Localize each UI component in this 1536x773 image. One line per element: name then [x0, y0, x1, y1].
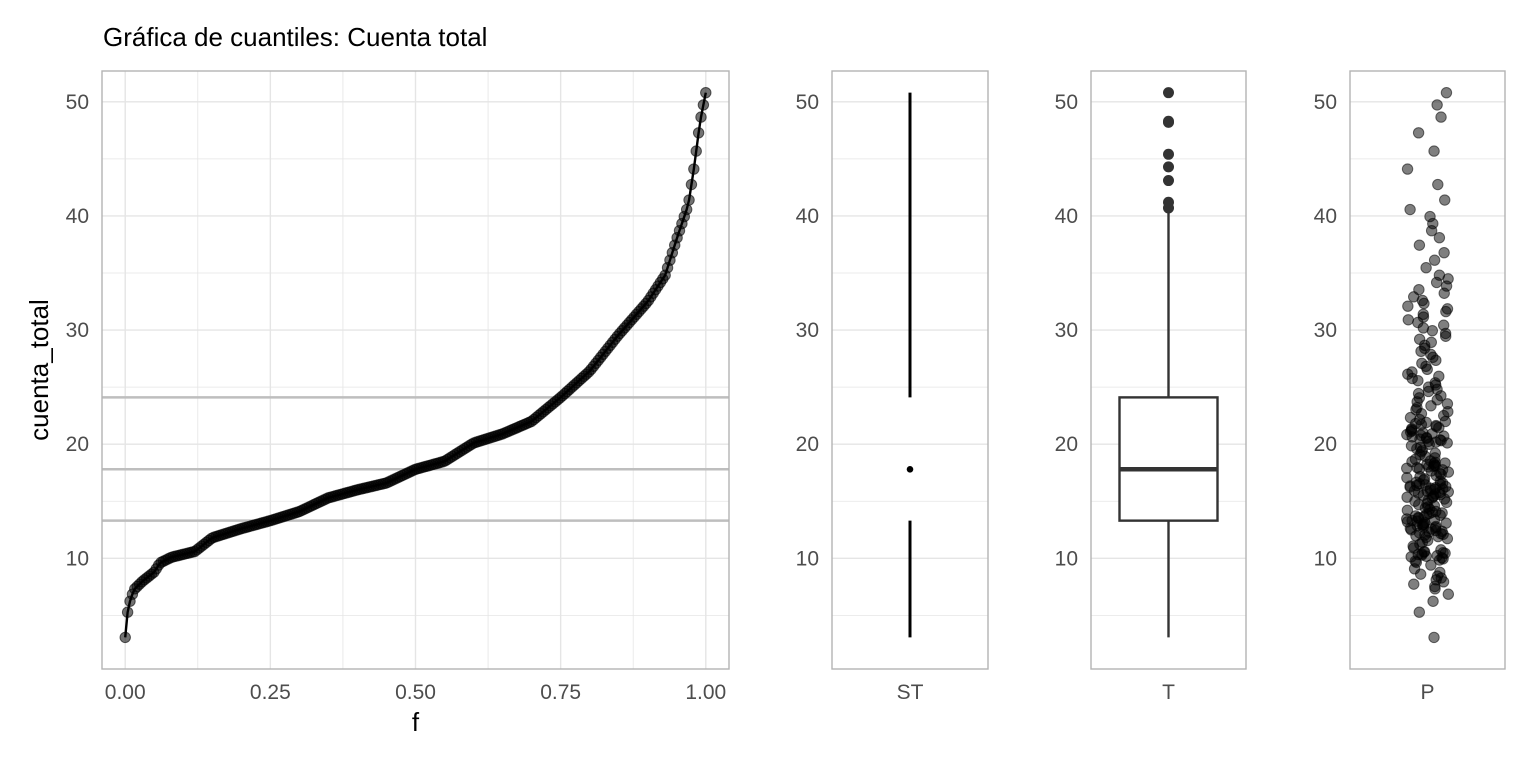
jitter-point [1430, 419, 1442, 432]
jitter-point [1441, 398, 1454, 410]
y-tick-label: 30 [796, 319, 819, 342]
y-tick-label: 30 [1314, 319, 1337, 342]
outlier-point [1163, 175, 1174, 187]
y-tick-label: 50 [796, 91, 819, 114]
y-tick-label: 20 [1314, 433, 1337, 456]
x-tick-label: 0.00 [105, 681, 146, 704]
jitter-point [1413, 283, 1425, 296]
y-axis-title: cuenta_total [24, 299, 54, 441]
jitter-point [1401, 504, 1414, 516]
median-point [906, 465, 914, 473]
jitter-point [1440, 86, 1453, 99]
jitter-point [1402, 300, 1414, 312]
y-tick-label: 50 [1055, 91, 1078, 114]
jitter-point [1424, 210, 1436, 223]
outlier-point [1163, 87, 1174, 99]
x-tick-label: P [1420, 681, 1434, 704]
panel-border [101, 70, 730, 670]
y-tick-label: 10 [796, 547, 819, 570]
y-tick-label: 50 [1314, 91, 1337, 114]
y-tick-label: 20 [1055, 433, 1078, 456]
jitter-point [1428, 145, 1440, 157]
jitter-point [1412, 387, 1425, 400]
jitter-point [1435, 544, 1447, 556]
frame-layer [101, 70, 1506, 670]
jitter-point [1432, 178, 1444, 191]
y-tick-label: 20 [66, 433, 89, 456]
jitter-point [1438, 430, 1450, 442]
y-tick-label: 10 [1314, 547, 1337, 570]
y-tick-label: 20 [796, 433, 819, 456]
panel-border [1349, 70, 1506, 670]
panel-border [831, 70, 989, 670]
jitter-point [1401, 472, 1413, 484]
y-tick-label: 40 [66, 205, 89, 228]
jitter-point [1401, 163, 1414, 175]
jitter-point [1429, 447, 1441, 459]
jitter-point [1402, 314, 1414, 326]
outlier-point [1163, 196, 1174, 208]
jitter-point [1427, 595, 1439, 607]
y-tick-label: 40 [1314, 205, 1337, 228]
x-tick-label: ST [897, 681, 924, 704]
x-axis-title: f [412, 707, 420, 737]
jitter-point [1404, 203, 1416, 216]
jitter-point [1413, 333, 1426, 345]
jitter-point [1433, 269, 1446, 281]
jitter-point [1439, 194, 1451, 206]
jitter-point [1439, 457, 1451, 469]
panel-border [1090, 70, 1247, 670]
jitter-point [1416, 357, 1428, 370]
y-tick-label: 50 [66, 91, 89, 114]
jitter-point [1433, 232, 1446, 244]
outlier-point [1163, 115, 1174, 127]
y-tick-label: 30 [1055, 319, 1078, 342]
jitter-point [1438, 246, 1450, 259]
x-tick-label: 0.25 [250, 681, 291, 704]
y-tick-label: 10 [66, 547, 89, 570]
jitter-point [1435, 111, 1447, 123]
jitter-point [1413, 606, 1426, 618]
jitter-point [1412, 127, 1425, 139]
outlier-point [1163, 161, 1174, 173]
jitter-point [1441, 303, 1454, 315]
jitter-point [1408, 578, 1420, 590]
jitter-point [1413, 239, 1426, 251]
outlier-point [1163, 148, 1174, 160]
chart-title: Gráfica de cuantiles: Cuenta total [103, 22, 488, 52]
text-layer: 10 20 30 40 50 10 20 30 40 50 10 20 30 40 50 10 20 30 40 50… [24, 91, 1435, 737]
jitter-point [1420, 261, 1432, 274]
quantile-line [124, 92, 707, 638]
x-tick-label: T [1162, 681, 1175, 704]
box [1118, 396, 1219, 522]
jitter-point [1437, 319, 1450, 331]
jitter-point [1428, 631, 1440, 644]
x-tick-label: 0.75 [540, 681, 581, 704]
jitter-point [1425, 559, 1437, 571]
jitter-point [1433, 370, 1445, 383]
jitter-point [1404, 411, 1417, 424]
jitter-point [1434, 566, 1446, 578]
y-tick-label: 30 [66, 319, 89, 342]
x-tick-label: 1.00 [685, 681, 726, 704]
y-tick-label: 40 [1055, 205, 1078, 228]
x-tick-label: 0.50 [395, 681, 436, 704]
jitter-point [1425, 336, 1438, 348]
jitter-point [1406, 366, 1418, 378]
jitter-point [1401, 491, 1413, 503]
jitter-point [1442, 588, 1455, 600]
jitter-point [1428, 254, 1441, 266]
jitter-point [1417, 308, 1429, 321]
jitter-point [1440, 517, 1452, 529]
data-layer [102, 86, 1455, 644]
jitter-point [1409, 510, 1422, 522]
y-tick-label: 10 [1055, 547, 1078, 570]
grid-layer [102, 71, 1505, 669]
jitter-point [1431, 99, 1443, 111]
y-tick-label: 40 [796, 205, 819, 228]
